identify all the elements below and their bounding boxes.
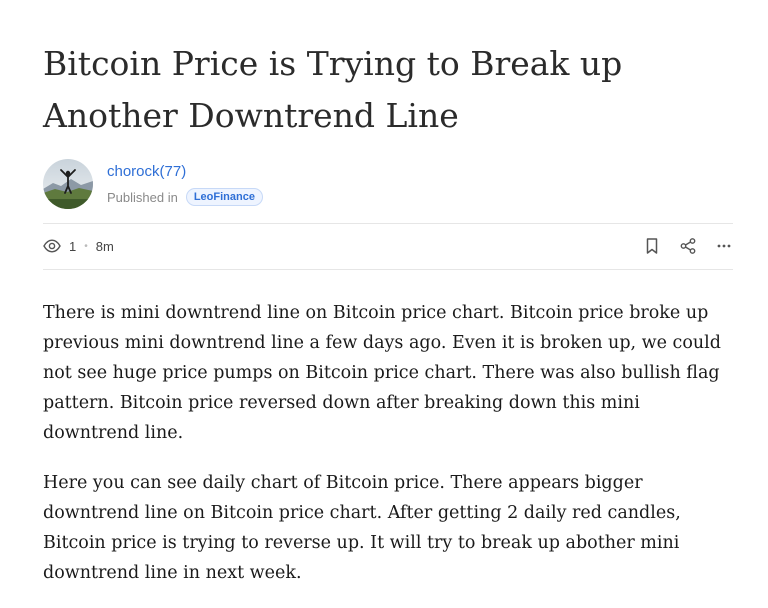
more-icon[interactable] — [715, 237, 733, 255]
eye-icon — [43, 239, 61, 253]
separator-dot: • — [84, 240, 88, 252]
stats-left: 1 • 8m — [43, 239, 114, 254]
author-row: chorock(77) Published in LeoFinance — [43, 158, 263, 210]
divider-bottom — [43, 269, 733, 270]
article-body: There is mini downtrend line on Bitcoin … — [43, 298, 733, 608]
published-line: Published in LeoFinance — [107, 188, 263, 206]
paragraph-2: Here you can see daily chart of Bitcoin … — [43, 473, 681, 583]
bookmark-icon[interactable] — [643, 237, 661, 255]
author-avatar[interactable] — [43, 159, 93, 209]
read-time: 8m — [95, 238, 114, 254]
author-info: chorock(77) Published in LeoFinance — [107, 162, 263, 206]
view-count: 1 — [69, 238, 77, 254]
author-reputation: (77) — [159, 163, 187, 180]
community-badge[interactable]: LeoFinance — [185, 188, 263, 206]
paragraph-1: There is mini downtrend line on Bitcoin … — [43, 303, 721, 443]
article-title: Bitcoin Price is Trying to Break up Anot… — [43, 44, 623, 135]
avatar-image — [43, 159, 93, 209]
stats-actions — [625, 237, 733, 255]
stats-row: 1 • 8m — [43, 233, 733, 259]
author-name-link[interactable]: chorock — [107, 163, 160, 180]
divider-top — [43, 223, 733, 224]
share-icon[interactable] — [679, 237, 697, 255]
published-in-label: Published in — [107, 189, 178, 205]
author-line: chorock(77) — [107, 162, 263, 182]
